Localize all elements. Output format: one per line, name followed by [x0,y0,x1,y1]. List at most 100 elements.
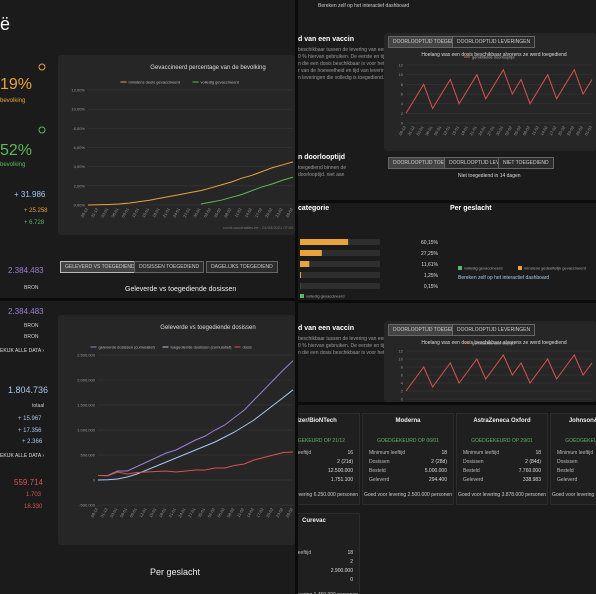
x-tick-label: 14-02 [245,506,255,518]
row-value: 1.751.100 [330,477,353,483]
paragraph: beschikbaar tussen de levering van een v… [298,336,411,342]
x-tick-label: 14-02 [539,124,549,136]
vaccine-name: Pfizer/BioNTech [298,418,337,424]
source-link[interactable]: BRON [24,285,39,291]
y-tick-label: 12 [399,349,404,354]
row-value: 16 [347,450,353,456]
legend: volledig gevaccineerd minstens gedeeltel… [458,266,586,271]
tab-button[interactable]: GELEVERD VS TOEGEDIEND [60,261,140,273]
x-tick-label: 02-02 [202,206,212,218]
line-chart: Hoelang was een dosis beschikbaar alvore… [399,340,593,402]
x-tick-label: 15-01 [141,206,151,218]
dashboard-link[interactable]: Bereken zelf op het interactief dashboar… [458,275,550,281]
row-value: 2 (28d) [431,459,447,465]
value-label: 0,15% [424,284,439,290]
delta: + 25.258 [24,208,48,214]
stock: 559.714 [14,478,43,487]
x-tick-label: 06-01 [110,206,120,218]
legend-label: gemiddelde doorlooptijd [472,341,514,346]
x-tick-label: 24-01 [177,506,187,518]
y-tick-label: 8,00% [74,126,86,131]
row-value: 2 (84d) [525,459,541,465]
info-icon [38,63,46,71]
legend-swatch [518,266,522,270]
x-tick-label: 23-02 [275,506,285,518]
row-value: 5.000.000 [424,468,447,474]
x-tick-label: 28-12 [397,124,407,136]
approval-status: GOEDGEKEURD OP 21/12 [298,438,345,444]
y-tick-label: 500.000 [81,453,96,458]
chart-title: Geleverde vs toegediende dosissen [160,325,255,331]
x-tick-label: 02-02 [504,124,514,136]
stock: 1.703 [26,492,42,498]
tab-button[interactable]: DAGELIJKS TOEGEDIEND [206,261,278,273]
data-link[interactable]: EKIJK ALLE DATA › [0,348,44,354]
delivered-total: 2.384.483 [8,266,44,275]
source-link[interactable]: BRON [24,323,39,329]
x-tick-label: 12-01 [442,124,452,136]
legend: volledig gevaccineerd [300,294,344,299]
row-value: 12.500.000 [327,468,353,474]
series-line [87,161,294,206]
y-tick-label: 2.000.000 [77,378,96,383]
row-label: Minimum leeftijd [369,450,406,456]
dashboard-link[interactable]: Bereken zelf op het interactief dashboar… [318,3,410,9]
vaccine-name: Moderna [395,418,421,424]
card-footer: Goed voor levering 3.878.000 personen [457,492,547,498]
y-tick-label: 2.500.000 [77,353,96,358]
x-tick-label: 05-02 [513,124,523,136]
vaccine-card: Johnson&Johnson GOEDGEKEURD OP 11/03 Minim… [550,413,596,505]
row-label: Dosissen [463,459,484,465]
approval-status: GOEDGEKEURD OP 11/03 [565,438,596,444]
bar [300,261,310,267]
tab-button[interactable]: NIET TOEGEDIEND [498,157,554,169]
x-tick-label: 21-01 [468,124,478,136]
x-tick-label: 31-12 [90,206,100,218]
tab-button[interactable]: DOORLOOPTIJD LEVERINGEN [452,36,536,48]
data-link[interactable]: EKIJK ALLE DATA › [0,453,44,459]
tab-button[interactable]: DOSISSEN TOEGEDIEND [134,261,205,273]
x-tick-label: 12-01 [138,506,148,518]
approval-status: GOEDGEKEURD OP 29/01 [471,438,533,444]
x-tick-label: 23-02 [274,206,284,218]
section-title: Per geslacht [150,567,201,577]
x-tick-label: 30-01 [197,506,207,518]
series-line [405,354,593,392]
bar-chart: 60,15% 27,25% 11,61% 1,25% 0,15% [300,239,439,290]
tab-button[interactable]: DOORLOOPTIJD LEVERINGEN [452,324,536,336]
partial-pct: 19% [0,76,33,93]
paragraph: n leveringen die volledig is toegediend. [298,75,385,81]
row-label: Minimum leeftijd [298,450,312,456]
card-footer: Goed voor levering 2.500.000 personen [363,492,453,498]
info-icon [38,126,46,134]
x-tick-label: 31-12 [406,124,416,136]
x-tick-label: 27-01 [187,506,197,518]
y-tick-label: 10 [399,357,404,362]
row-label: Minimum leeftijd [463,450,500,456]
bar [300,250,322,256]
card-footer: Goed voor levering 5.160.000 personen [551,492,596,498]
y-tick-label: 12,00% [71,88,85,93]
delivered-total: 2.384.483 [8,307,44,316]
row-value: 294.400 [428,477,447,483]
row-label: Dosissen [369,459,390,465]
value-label: 1,25% [424,273,439,279]
chart-title: Gevaccineerd percentage van de bevolking [150,65,265,71]
bar [300,239,349,245]
row-value: 2 (21d) [337,459,353,465]
x-tick-label: 24-01 [477,124,487,136]
x-tick-label: 18-01 [158,506,168,518]
series-line [405,68,593,114]
paragraph: toegediend binnen de [298,165,347,171]
line-chart: Hoelang was een dosis beschikbaar alvore… [397,52,593,136]
row-value: 0 [350,577,353,583]
legend-label: minstens deels gevaccineerd [129,80,181,85]
source-link[interactable]: BRON [24,334,39,340]
vaccination-tile: ë 19% bevolking 52% bevolking + 31.986 +… [0,0,295,298]
y-tick-label: 6 [401,92,404,97]
x-tick-label: 20-02 [265,506,275,518]
y-tick-label: 6 [401,373,404,378]
x-tick-label: 26-02 [284,206,294,218]
row-value: 7.760.000 [518,468,541,474]
credit: covid-vaccinaties.be - 01/03/2021 07:00 [223,225,294,230]
